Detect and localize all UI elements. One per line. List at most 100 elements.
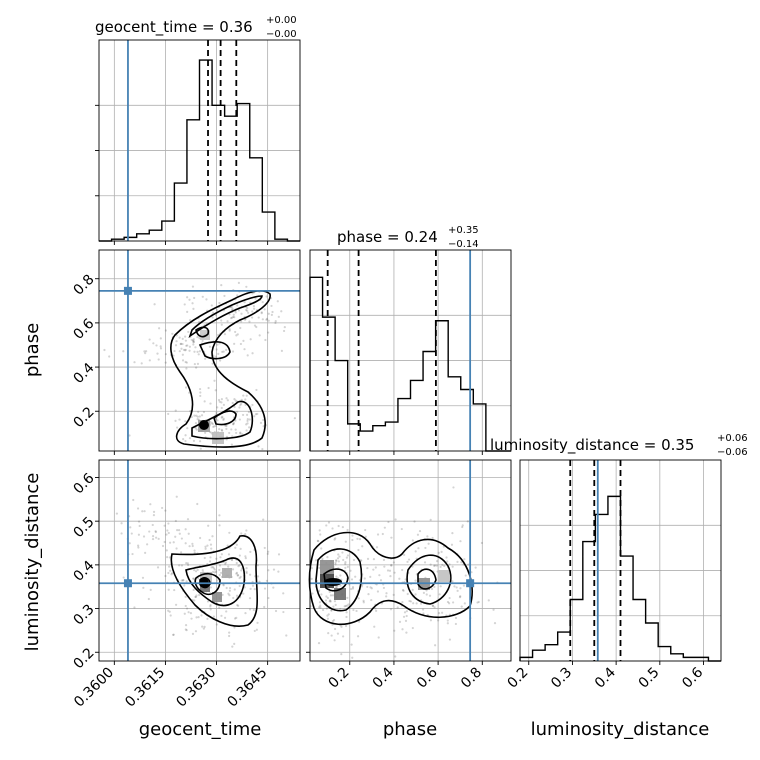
scatter-phase-geocent-high-point — [228, 313, 231, 316]
scatter-phase-geocent-high-point — [245, 285, 248, 288]
scatter-lumdist-phase-right-point — [400, 527, 403, 531]
scatter-lumdist-geocent-point — [194, 595, 197, 599]
scatter-lumdist-geocent-point — [149, 588, 152, 592]
scatter-lumdist-phase-left-point — [319, 606, 322, 609]
scatter-phase-geocent-low-point — [238, 406, 241, 409]
scatter-lumdist-phase-left-point — [361, 545, 364, 548]
scatter-phase-geocent-low-point — [256, 412, 259, 416]
tick-label-y-luminosity-distance-1: 0.3 — [71, 601, 98, 628]
scatter-lumdist-phase-left-point — [367, 593, 370, 596]
scatter-phase-geocent-high-point — [249, 338, 252, 341]
scatter-lumdist-phase-right-point — [435, 564, 438, 567]
scatter-lumdist-phase-right-point — [422, 612, 425, 615]
scatter-lumdist-geocent-point — [215, 623, 218, 626]
scatter-lumdist-phase-right-point — [414, 550, 417, 553]
scatter-phase-geocent-low-point — [230, 443, 233, 446]
scatter-lumdist-phase-left-point — [387, 520, 390, 524]
scatter-phase-geocent-high-point — [192, 307, 195, 310]
scatter-phase-geocent-high-point — [189, 319, 192, 322]
scatter-lumdist-phase-left-point — [350, 587, 353, 591]
scatter-phase-geocent-tail-point — [196, 335, 199, 339]
scatter-lumdist-phase-right-point — [398, 577, 401, 580]
scatter-phase-geocent-low-point — [196, 415, 199, 418]
scatter-lumdist-phase-right-point — [386, 569, 390, 572]
scatter-lumdist-geocent-tail-point — [168, 556, 171, 559]
scatter-phase-geocent-tail-point — [133, 361, 136, 364]
scatter-lumdist-phase-right-point — [454, 616, 458, 620]
scatter-phase-geocent-tail-point — [185, 367, 188, 370]
scatter-phase-geocent-tail-point — [180, 342, 183, 345]
scatter-lumdist-phase-right-point — [425, 593, 428, 596]
truth-marker-1-0 — [123, 286, 132, 295]
scatter-lumdist-phase-left-point — [362, 601, 365, 604]
scatter-lumdist-geocent-tail-point — [155, 536, 158, 539]
scatter-phase-geocent-high-point — [237, 281, 240, 284]
scatter-lumdist-geocent-point — [210, 566, 213, 569]
scatter-phase-geocent-low-point — [220, 398, 223, 401]
scatter-phase-geocent-low-point — [240, 402, 243, 405]
scatter-lumdist-geocent-point — [204, 545, 207, 548]
scatter-phase-geocent-tail-point — [181, 353, 184, 356]
scatter-lumdist-geocent-tail-point — [161, 506, 164, 510]
scatter-lumdist-phase-right-point — [390, 564, 393, 567]
scatter-lumdist-phase-right-point — [415, 602, 418, 605]
scatter-lumdist-geocent-point — [233, 626, 236, 629]
scatter-lumdist-phase-right-point — [393, 629, 396, 632]
scatter-lumdist-geocent-point — [215, 557, 218, 560]
scatter-phase-geocent-low-point — [225, 435, 229, 438]
scatter-lumdist-phase-right-point — [458, 596, 462, 599]
scatter-phase-geocent-high-point — [265, 317, 269, 320]
scatter-phase-geocent-high-point — [253, 324, 257, 327]
scatter-phase-geocent-tail-point — [171, 332, 174, 335]
scatter-phase-geocent-tail-point — [184, 335, 187, 338]
scatter-lumdist-geocent-tail-point — [193, 551, 196, 554]
histograms — [99, 59, 721, 662]
scatter-phase-geocent-low-point — [195, 428, 198, 431]
scatter-lumdist-phase-left-point — [360, 559, 363, 562]
scatter-lumdist-geocent-tail-point — [120, 522, 123, 525]
scatter-lumdist-phase-right-point — [394, 655, 397, 658]
scatter-phase-geocent-low-point — [226, 399, 229, 402]
scatter-lumdist-phase-right-point — [493, 622, 497, 625]
scatter-lumdist-geocent-tail-point — [206, 544, 209, 547]
scatter-lumdist-phase-right-point — [389, 575, 392, 578]
scatter-lumdist-phase-right-point — [382, 586, 386, 590]
scatter-phase-geocent-tail-point — [190, 338, 193, 341]
scatter-lumdist-geocent-tail-point — [141, 510, 144, 513]
scatter-phase-geocent-low-point — [194, 421, 198, 425]
scatter-lumdist-geocent-tail-point — [137, 533, 140, 536]
tick-label-y-luminosity-distance-4: 0.6 — [71, 470, 98, 497]
scatter-lumdist-phase-left-point — [332, 619, 336, 622]
scatter-lumdist-geocent-point — [203, 556, 206, 560]
scatter-lumdist-phase-left-point — [318, 606, 321, 609]
scatter-phase-geocent-high-point — [267, 319, 270, 322]
scatter-lumdist-geocent-point — [242, 592, 245, 595]
scatter-lumdist-geocent-tail-point — [188, 545, 191, 548]
scatter-phase-geocent-high-point — [283, 325, 286, 329]
scatter-lumdist-geocent-point — [183, 584, 186, 587]
scatter-lumdist-phase-right-point — [433, 564, 437, 567]
scatter-lumdist-geocent-point — [201, 625, 204, 628]
scatter-lumdist-geocent-tail-point — [149, 503, 152, 506]
scatter-lumdist-geocent-point — [263, 546, 266, 550]
scatter-lumdist-phase-right-point — [437, 619, 440, 622]
scatter-phase-geocent-high-point — [186, 310, 189, 313]
scatter-lumdist-phase-right-point — [431, 604, 434, 607]
scatter-phase-geocent-low-point — [235, 431, 238, 435]
scatter-phase-geocent-high-point — [240, 312, 243, 315]
scatter-lumdist-geocent-point — [185, 580, 188, 583]
scatter-lumdist-phase-left-point — [346, 528, 349, 532]
scatter-lumdist-phase-left-point — [349, 569, 352, 572]
scatter-lumdist-phase-left-point — [351, 538, 354, 542]
scatter-phase-geocent-low-point — [198, 440, 202, 443]
scatter-lumdist-geocent-tail-point — [187, 532, 190, 535]
scatter-phase-geocent-low-point — [225, 397, 228, 400]
scatter-lumdist-phase-left-point — [329, 594, 333, 597]
scatter-lumdist-geocent-point — [192, 577, 195, 580]
scatter-lumdist-geocent-point — [218, 514, 221, 517]
scatter-lumdist-phase-left-point — [345, 611, 348, 614]
scatter-lumdist-phase-left-point — [351, 656, 354, 659]
scatter-lumdist-phase-right-point — [398, 620, 402, 623]
scatter-lumdist-phase-left-point — [310, 567, 313, 570]
scatter-phase-geocent-low-point — [216, 406, 219, 409]
